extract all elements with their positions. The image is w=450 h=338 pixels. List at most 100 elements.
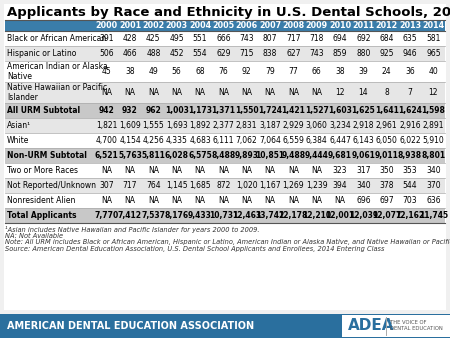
Text: 2001: 2001 [119, 21, 141, 30]
Text: 4,683: 4,683 [189, 136, 211, 145]
Text: 452: 452 [169, 49, 184, 58]
Text: 8,938: 8,938 [398, 151, 422, 160]
Text: 340: 340 [356, 181, 371, 190]
Text: 1,693: 1,693 [166, 121, 188, 130]
Text: NA: NA [265, 88, 275, 97]
Text: 5,811: 5,811 [141, 151, 165, 160]
Text: 2012: 2012 [376, 21, 398, 30]
Text: 743: 743 [309, 49, 324, 58]
Text: 56: 56 [172, 67, 181, 76]
Text: 378: 378 [379, 181, 394, 190]
Text: NA: NA [194, 196, 206, 205]
Text: 13,742: 13,742 [256, 211, 284, 220]
Text: Total Applicants: Total Applicants [7, 211, 77, 220]
Text: NA: NA [265, 196, 275, 205]
Text: 3,060: 3,060 [306, 121, 328, 130]
Text: 1,724: 1,724 [258, 106, 282, 115]
Text: 350: 350 [379, 166, 394, 175]
Text: 764: 764 [146, 181, 161, 190]
Text: 76: 76 [218, 67, 228, 76]
Text: 1,550: 1,550 [235, 106, 258, 115]
Text: 717: 717 [286, 34, 301, 43]
Text: Asian¹: Asian¹ [7, 121, 31, 130]
Text: NA: NA [125, 166, 135, 175]
Text: 7,062: 7,062 [236, 136, 257, 145]
Text: 1,821: 1,821 [96, 121, 117, 130]
Text: 965: 965 [426, 49, 441, 58]
Text: NA: NA [218, 88, 229, 97]
Text: 807: 807 [263, 34, 277, 43]
Text: 6,143: 6,143 [352, 136, 374, 145]
Text: NA: NA [218, 166, 229, 175]
Text: 9,061: 9,061 [351, 151, 375, 160]
Text: 307: 307 [99, 181, 114, 190]
Text: 428: 428 [123, 34, 137, 43]
Text: 6,111: 6,111 [212, 136, 234, 145]
Text: 9,444: 9,444 [305, 151, 328, 160]
Text: 394: 394 [333, 181, 347, 190]
Text: 8,176: 8,176 [165, 211, 189, 220]
Text: 1,598: 1,598 [421, 106, 445, 115]
Text: 2008: 2008 [282, 21, 305, 30]
Text: 466: 466 [123, 49, 137, 58]
Text: 1,167: 1,167 [259, 181, 281, 190]
Text: 1,609: 1,609 [119, 121, 141, 130]
Text: 2005: 2005 [212, 21, 234, 30]
Text: 506: 506 [99, 49, 114, 58]
Text: 68: 68 [195, 67, 205, 76]
Text: 717: 717 [123, 181, 137, 190]
Text: 495: 495 [169, 34, 184, 43]
Text: 6,575: 6,575 [188, 151, 212, 160]
Text: Black or African American: Black or African American [7, 34, 106, 43]
Text: 1,269: 1,269 [283, 181, 304, 190]
Text: 2007: 2007 [259, 21, 281, 30]
Text: 39: 39 [359, 67, 368, 76]
Text: 2010: 2010 [329, 21, 351, 30]
Text: White: White [7, 136, 29, 145]
FancyBboxPatch shape [5, 103, 445, 118]
Text: 2,961: 2,961 [376, 121, 397, 130]
Text: 2,916: 2,916 [399, 121, 421, 130]
Text: ADEA: ADEA [348, 318, 395, 334]
Text: 12,039: 12,039 [349, 211, 378, 220]
Text: 6,384: 6,384 [306, 136, 328, 145]
Text: 7,064: 7,064 [259, 136, 281, 145]
Text: 7,770: 7,770 [94, 211, 119, 220]
Text: 6,028: 6,028 [165, 151, 189, 160]
Text: Hispanic or Latino: Hispanic or Latino [7, 49, 77, 58]
Text: NA: NA [125, 196, 135, 205]
Text: Source: American Dental Education Association, U.S. Dental School Applicants and: Source: American Dental Education Associ… [5, 245, 384, 251]
Text: 340: 340 [426, 166, 441, 175]
Text: 627: 627 [286, 49, 301, 58]
Text: 629: 629 [216, 49, 230, 58]
Text: NA: Not Available: NA: Not Available [5, 233, 63, 239]
Text: 666: 666 [216, 34, 231, 43]
Text: 1,641: 1,641 [375, 106, 399, 115]
Text: 40: 40 [428, 67, 438, 76]
Text: 7,412: 7,412 [118, 211, 142, 220]
Text: 2003: 2003 [166, 21, 188, 30]
Text: NA: NA [101, 196, 112, 205]
Text: Note: All URM includes Black or African American, Hispanic or Latino, American I: Note: All URM includes Black or African … [5, 239, 450, 245]
Text: 696: 696 [356, 196, 371, 205]
FancyBboxPatch shape [5, 178, 445, 193]
Text: 2011: 2011 [352, 21, 374, 30]
Text: 12: 12 [335, 88, 345, 97]
Text: NA: NA [241, 196, 252, 205]
Text: 684: 684 [379, 34, 394, 43]
Text: 1,145: 1,145 [166, 181, 188, 190]
Text: 38: 38 [335, 67, 345, 76]
FancyBboxPatch shape [5, 61, 445, 82]
Text: 9,681: 9,681 [328, 151, 352, 160]
Text: 703: 703 [403, 196, 417, 205]
Text: 5,763: 5,763 [118, 151, 142, 160]
Text: 715: 715 [239, 49, 254, 58]
Text: 2,929: 2,929 [283, 121, 304, 130]
Text: 925: 925 [379, 49, 394, 58]
Text: ¹Asian includes Native Hawaiian and Pacific Islander for years 2000 to 2009.: ¹Asian includes Native Hawaiian and Paci… [5, 226, 260, 233]
Text: 2002: 2002 [142, 21, 164, 30]
Text: Non-URM Subtotal: Non-URM Subtotal [7, 151, 87, 160]
Text: 551: 551 [193, 34, 207, 43]
Text: DENTAL EDUCATION: DENTAL EDUCATION [390, 327, 443, 332]
Text: NA: NA [334, 196, 346, 205]
